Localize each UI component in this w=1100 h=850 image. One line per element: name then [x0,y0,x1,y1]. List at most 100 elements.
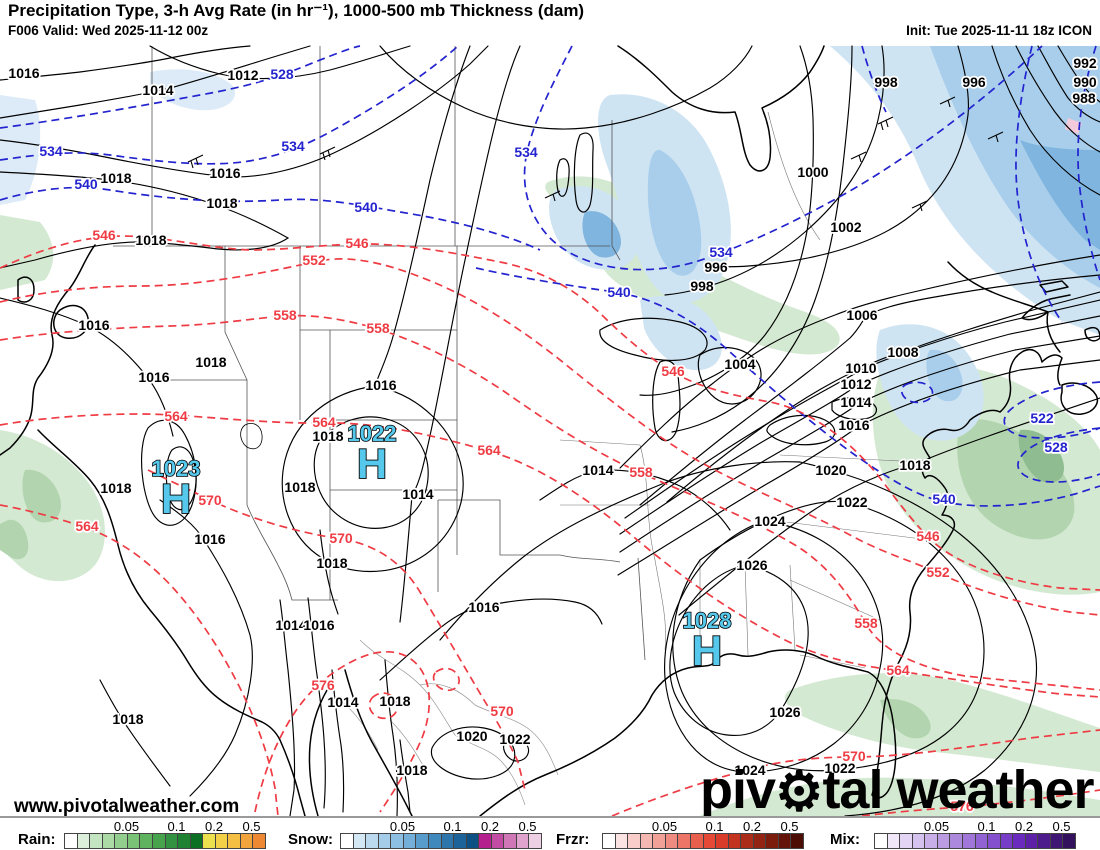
legend-color-cell [665,834,679,848]
legend-color-cell [1063,834,1075,848]
contour-label: 546 [661,363,685,379]
legend-colorbar [64,833,266,849]
contour-label: 988 [1072,90,1096,106]
legend-color-cell [441,834,455,848]
snow-shading [0,46,1100,441]
mslp-isobars [0,45,1100,816]
legend-color-cell [428,834,442,848]
legend-group-rain: Rain: 0.05 0.1 0.2 0.5 [18,818,266,850]
legend-color-cell [454,834,467,848]
contour-label: 534 [514,144,538,160]
contour-label: 1000 [797,164,828,180]
contour-label: 558 [366,320,390,336]
contour-label: 996 [962,74,986,90]
legend-color-cell [653,834,666,848]
contour-label: 1012 [840,376,871,392]
legend-color-cell [90,834,103,848]
contour-label: 1016 [209,165,240,181]
contour-label: 558 [273,307,297,323]
legend-color-cell [615,834,629,848]
legend-color-cell [466,834,480,848]
legend-color-cell [1025,834,1039,848]
legend-color-cell [975,834,989,848]
contour-label: 1018 [112,711,143,727]
contour-label: 1022 [499,731,530,747]
init-time-text: Init: Tue 2025-11-11 18z ICON [906,23,1092,38]
contour-label: 1006 [846,307,877,323]
contour-label: 534 [281,138,305,154]
legend-color-cell [504,834,517,848]
contour-label: 540 [354,199,378,215]
legend-color-cell [65,834,78,848]
legend-tick: 0.2 [204,819,224,834]
legend-tick: 0.05 [113,819,140,834]
legend-color-cell [165,834,179,848]
legend-color-cell [766,834,779,848]
contour-label: 1014 [327,694,358,710]
contour-label: 564 [164,408,188,424]
legend-color-cell [391,834,404,848]
contour-label: 1014 [582,462,613,478]
legend-color-cell [178,834,191,848]
contour-label: 570 [842,748,866,764]
legend-color-cell [912,834,926,848]
contour-label: 992 [1073,55,1097,71]
legend-label: Snow: [288,831,333,848]
legend-tick: 0.5 [518,819,537,834]
legend-color-cell [491,834,505,848]
weather-map-canvas: 1016 1014 1012 1018 1016 1018 1018 1016 1016 1018… [0,42,1100,816]
contour-label: 546 [345,235,369,251]
legend-color-cell [127,834,141,848]
legend-group-snow: Snow: 0.05 0.1 0.2 0.5 [288,818,542,850]
contour-label: 1016 [365,377,396,393]
contour-label: 1014 [275,617,306,633]
contour-label: 534 [39,143,63,159]
contour-label: 528 [270,66,294,82]
contour-label: 1016 [8,65,39,81]
contour-label: 998 [690,278,714,294]
contour-label: 1018 [100,170,131,186]
contour-label: 546 [92,227,116,243]
high-symbol: H [161,475,191,522]
contour-label: 996 [704,259,728,275]
legend-label: Frzr: [556,831,590,848]
page-title: Precipitation Type, 3-h Avg Rate (in hr⁻… [8,1,585,20]
legend-tick: 0.05 [923,819,950,834]
contour-label: 570 [198,492,222,508]
legend-color-cell [77,834,91,848]
legend-color-cell [416,834,429,848]
contour-label: 1018 [284,479,315,495]
contour-label: 1016 [138,369,169,385]
legend-color-cell [962,834,976,848]
contour-label: 1018 [899,457,930,473]
legend-tick: 0.2 [1014,819,1034,834]
contour-label: 1018 [206,195,237,211]
legend-color-cell [690,834,704,848]
contour-label: 1018 [379,693,410,709]
contour-label: 1018 [100,480,131,496]
contour-label: 1020 [456,728,487,744]
wind-barb-marks [187,96,1004,212]
contour-label: 1014 [142,82,173,98]
contour-label: 564 [477,442,501,458]
high-value: 1022 [348,421,397,446]
legend-tick: 0.1 [443,819,462,834]
legend-color-cell [950,834,963,848]
legend-color-cell [988,834,1001,848]
legend-group-mix: Mix: 0.05 0.1 0.2 0.5 [830,818,1076,850]
legend-colorbar [874,833,1076,849]
legend-color-cell [628,834,641,848]
contour-label: 1020 [815,462,846,478]
legend-color-cell [366,834,379,848]
legend-tick: 0.1 [167,819,186,834]
legend-color-cell [753,834,767,848]
thickness-contours-cold [0,45,1100,507]
legend-color-cell [925,834,938,848]
valid-time-text: F006 Valid: Wed 2025-11-12 00z [8,23,209,38]
contour-label: 1004 [724,356,755,372]
watermark-url: www.pivotalweather.com [13,796,239,816]
thickness-contours-warm [0,235,1100,816]
legend-color-cell [378,834,392,848]
legend-color-cell [353,834,367,848]
